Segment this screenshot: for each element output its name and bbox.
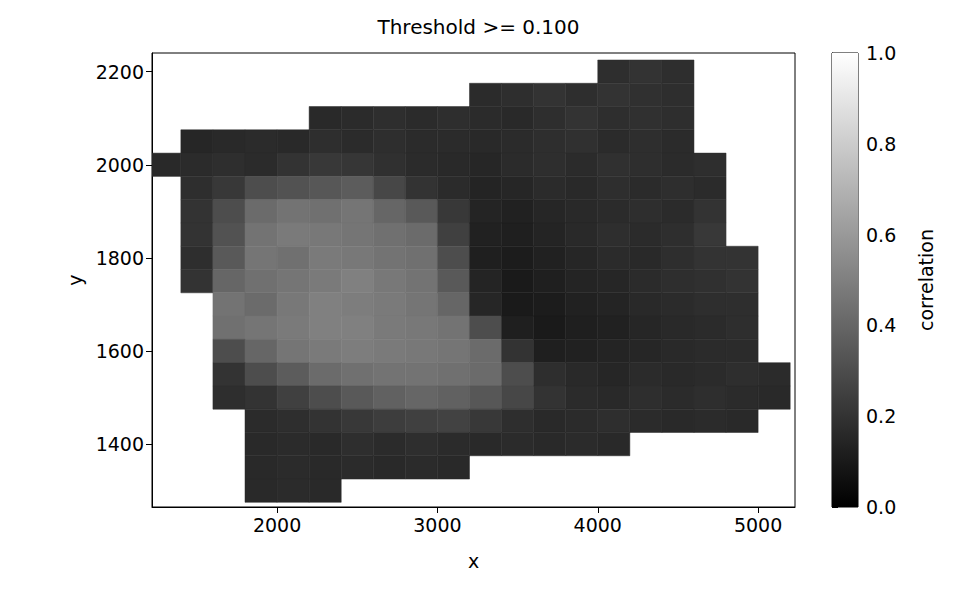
svg-text:2000: 2000: [96, 154, 144, 176]
svg-text:5000: 5000: [734, 514, 782, 536]
svg-text:0.8: 0.8: [866, 133, 896, 155]
svg-text:1800: 1800: [96, 247, 144, 269]
svg-text:x: x: [468, 550, 479, 572]
svg-text:2200: 2200: [96, 61, 144, 83]
svg-text:Threshold >= 0.100: Threshold >= 0.100: [376, 15, 579, 39]
svg-text:1600: 1600: [96, 340, 144, 362]
svg-text:correlation: correlation: [915, 229, 937, 331]
svg-text:3000: 3000: [413, 514, 461, 536]
svg-text:0.4: 0.4: [866, 314, 896, 336]
svg-text:4000: 4000: [574, 514, 622, 536]
svg-text:2000: 2000: [253, 514, 301, 536]
svg-text:1400: 1400: [96, 433, 144, 455]
svg-text:y: y: [64, 274, 86, 285]
svg-text:0.0: 0.0: [866, 496, 896, 518]
svg-text:0.6: 0.6: [866, 224, 896, 246]
svg-text:0.2: 0.2: [866, 405, 896, 427]
svg-text:1.0: 1.0: [866, 42, 896, 64]
